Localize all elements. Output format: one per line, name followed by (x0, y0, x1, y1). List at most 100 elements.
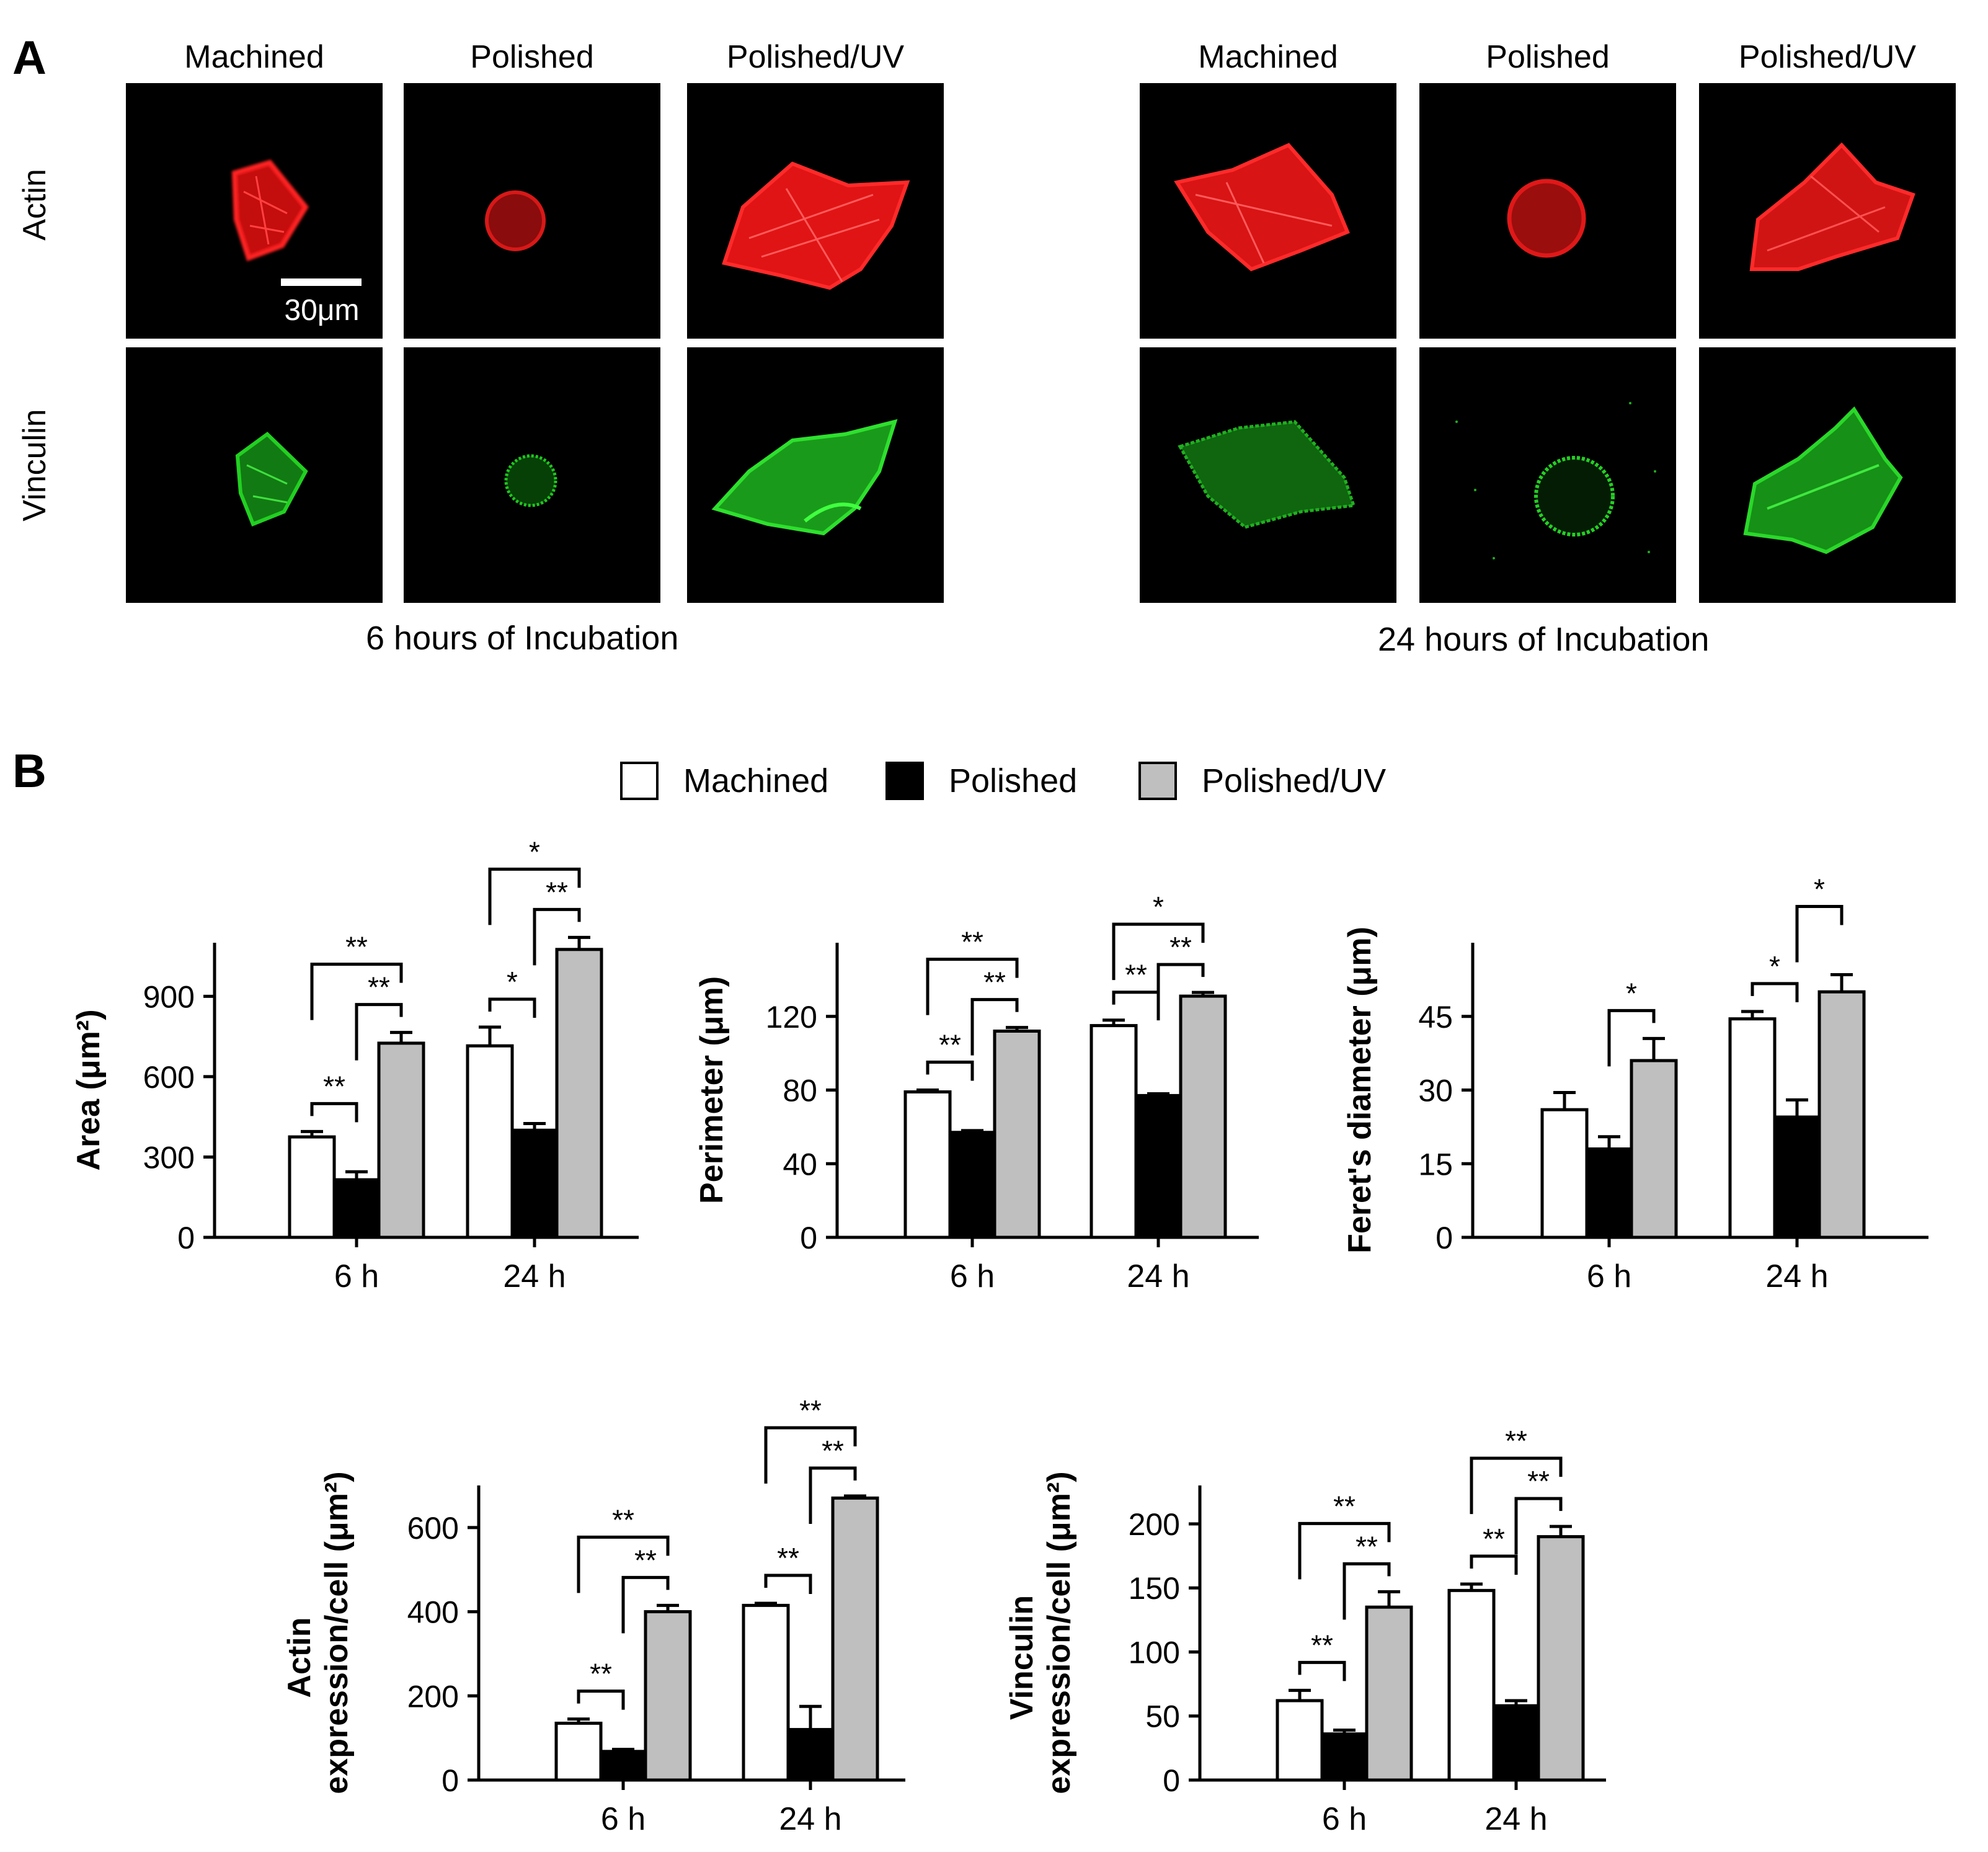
micrograph-actin-polished-uv-6h (687, 83, 944, 339)
bar-machined (903, 1090, 952, 1239)
actin-cell-image (1174, 143, 1350, 272)
micrograph-actin-machined-6h: 30μm (126, 83, 383, 339)
bar-polished-uv (555, 948, 603, 1239)
y-tick-label: 0 (1163, 1763, 1180, 1798)
micrograph-vinculin-polished-6h (404, 347, 660, 603)
micrograph-actin-machined-24h (1140, 83, 1396, 339)
row-label-actin: Actin (17, 169, 53, 241)
actin-cell-image: 30μm (231, 159, 362, 327)
y-tick-label: 200 (407, 1679, 459, 1714)
significance-label: * (507, 966, 518, 998)
significance-label: * (1769, 950, 1780, 982)
bar-polished-uv (1537, 1535, 1585, 1782)
col-label-polished-24h: Polished (1486, 39, 1610, 75)
bar-machined (742, 1603, 790, 1782)
legend-label-polished: Polished (949, 762, 1078, 799)
micrograph-actin-polished-24h (1419, 83, 1676, 339)
legend-swatch-polished-uv (1138, 762, 1177, 800)
significance-bracket (1607, 1008, 1656, 1067)
bar-machined (1276, 1699, 1324, 1782)
x-tick-label: 6 h (1322, 1801, 1367, 1837)
significance-bracket (310, 1102, 358, 1123)
bar-polished-uv (1365, 1605, 1413, 1782)
significance-label: ** (1311, 1629, 1333, 1661)
significance-label: ** (612, 1503, 634, 1536)
significance-bracket (577, 1535, 670, 1593)
y-tick-label: 0 (800, 1221, 817, 1255)
significance-label: ** (634, 1544, 657, 1576)
significance-label: ** (1125, 959, 1147, 991)
significance-bracket (1156, 963, 1205, 1021)
vinculin-cell-image (1455, 402, 1656, 559)
significance-bracket (488, 997, 536, 1018)
legend-label-polished-uv: Polished/UV (1202, 762, 1387, 799)
bar-machined (1540, 1108, 1589, 1239)
legend-label-machined: Machined (683, 762, 829, 799)
bar-polished (1773, 1115, 1821, 1239)
bar-polished (1320, 1732, 1369, 1782)
significance-label: ** (1527, 1465, 1550, 1497)
y-axis-label: Perimeter (μm) (694, 976, 730, 1204)
bar-polished-uv (831, 1496, 879, 1782)
scale-bar (281, 278, 362, 286)
actin-cell-image (1507, 179, 1586, 258)
bar-polished (1492, 1704, 1540, 1782)
y-axis-label-line-1: Actin (282, 1618, 317, 1698)
y-tick-label: 600 (407, 1511, 459, 1546)
significance-bracket (621, 1575, 670, 1634)
bar-polished (1134, 1093, 1183, 1239)
bar-machined (1728, 1017, 1777, 1239)
y-axis-label: Feret's diameter (μm) (1342, 927, 1378, 1253)
bar-polished (1585, 1147, 1633, 1239)
significance-bracket (1795, 904, 1844, 963)
significance-label: ** (983, 966, 1006, 999)
bar-machined (554, 1721, 603, 1782)
significance-bracket (1298, 1660, 1346, 1681)
x-tick-label: 6 h (334, 1258, 379, 1294)
micrograph-vinculin-polished-24h (1419, 347, 1676, 603)
y-tick-label: 80 (783, 1074, 817, 1108)
y-axis-label: Area (μm²) (71, 1009, 107, 1170)
significance-bracket (970, 998, 1019, 1056)
actin-cell-image (1749, 142, 1915, 271)
significance-label: ** (939, 1029, 961, 1061)
y-tick-label: 50 (1145, 1699, 1180, 1734)
significance-label: ** (1505, 1425, 1527, 1457)
legend-swatch-machined (620, 762, 659, 800)
significance-label: ** (799, 1394, 822, 1427)
x-tick-label: 24 h (779, 1801, 841, 1837)
significance-bracket (764, 1574, 812, 1594)
significance-label: ** (1356, 1530, 1378, 1562)
bar-polished-uv (1630, 1059, 1678, 1239)
significance-label: ** (323, 1070, 345, 1102)
significance-label: ** (1333, 1490, 1356, 1522)
x-tick-label: 6 h (1587, 1258, 1631, 1294)
vinculin-cell-image (1178, 420, 1356, 529)
y-tick-label: 0 (177, 1221, 195, 1255)
bar-polished-uv (1179, 994, 1227, 1239)
col-label-polished-uv-6h: Polished/UV (726, 39, 905, 75)
bar-polished-uv (377, 1041, 425, 1239)
significance-label: ** (546, 876, 568, 908)
col-label-machined-6h: Machined (184, 39, 324, 75)
vinculin-cell-image (711, 419, 898, 536)
y-tick-label: 400 (407, 1595, 459, 1630)
micrograph-vinculin-polished-uv-6h (687, 347, 944, 603)
x-tick-label: 24 h (1484, 1801, 1547, 1837)
legend-item-polished: Polished (885, 762, 1077, 800)
bar-polished-uv (644, 1610, 692, 1782)
scale-bar-label: 30μm (284, 294, 359, 327)
significance-label: ** (777, 1542, 799, 1574)
x-tick-label: 24 h (1765, 1258, 1828, 1294)
y-tick-label: 0 (1436, 1221, 1453, 1255)
micrograph-vinculin-polished-uv-24h (1699, 347, 1956, 603)
x-tick-label: 6 h (601, 1801, 646, 1837)
significance-label: ** (961, 926, 983, 958)
y-tick-label: 30 (1418, 1074, 1453, 1108)
significance-bracket (1112, 991, 1160, 1011)
micrograph-vinculin-machined-24h (1140, 347, 1396, 603)
actin-cell-image (485, 190, 546, 251)
bar-polished (948, 1131, 996, 1239)
significance-bracket (1470, 1456, 1563, 1515)
bar-polished-uv (993, 1030, 1041, 1239)
